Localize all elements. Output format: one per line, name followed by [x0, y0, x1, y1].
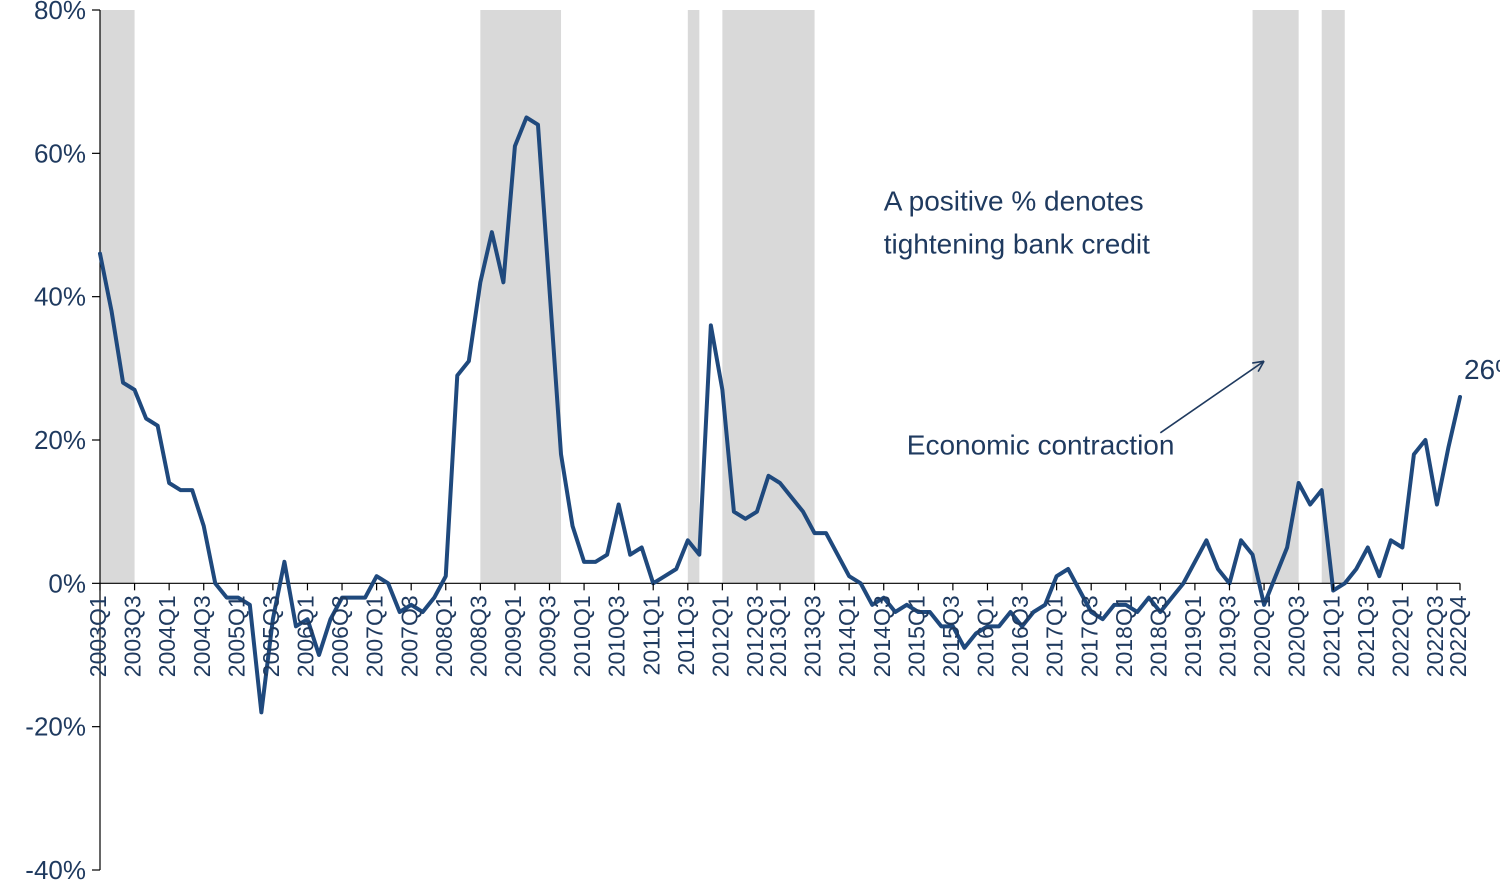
- recession-band: [722, 10, 814, 583]
- x-tick-label: 2019Q3: [1215, 595, 1241, 677]
- x-tick-label: 2017Q3: [1076, 595, 1102, 677]
- x-tick-label-group: 2020Q3: [1284, 595, 1310, 677]
- x-tick-label: 2011Q3: [673, 595, 699, 675]
- x-tick-label: 2004Q3: [189, 595, 215, 677]
- chart-container: -40% -20% 0% 20% 40% 60% 80% 2003Q1 2003Q3 2004Q1…: [0, 0, 1500, 890]
- x-tick-label-group: 2006Q3: [327, 595, 353, 677]
- x-tick-label: 2020Q3: [1284, 595, 1310, 677]
- x-tick-label: 2014Q1: [834, 595, 860, 677]
- y-tick-label: 0%: [48, 568, 86, 598]
- x-tick-label-group: 2010Q1: [569, 595, 595, 677]
- x-tick-label: 2003Q3: [120, 595, 146, 677]
- x-tick-label-group: 2020Q1: [1249, 595, 1275, 677]
- x-tick-label: 2008Q1: [431, 595, 457, 677]
- x-tick-label-group: 2009Q1: [500, 595, 526, 677]
- x-tick-label: 2006Q3: [327, 595, 353, 677]
- x-tick-label: 2013Q1: [765, 595, 791, 677]
- recession-band: [688, 10, 700, 583]
- x-tick-label: 2010Q1: [569, 595, 595, 677]
- x-tick-label: 2022Q1: [1387, 595, 1413, 677]
- annotation-line1: A positive % denotes: [884, 186, 1144, 217]
- recession-band: [100, 10, 135, 583]
- x-tick-label-group: 2004Q1: [154, 595, 180, 677]
- x-tick-label-group: 2010Q3: [604, 595, 630, 677]
- y-tick-label: 60%: [34, 138, 86, 168]
- x-tick-label: 2004Q1: [154, 595, 180, 677]
- x-tick-label-group: 2005Q3: [258, 595, 284, 677]
- x-tick-label: 2017Q1: [1042, 595, 1068, 677]
- x-tick-label: 2019Q1: [1180, 595, 1206, 677]
- x-tick-label-group: 2021Q3: [1353, 595, 1379, 677]
- y-tick-label: -40%: [25, 855, 86, 885]
- x-tick-label-group: 2017Q3: [1076, 595, 1102, 677]
- x-tick-label-group: 2016Q3: [1007, 595, 1033, 677]
- x-tick-label-group: 2022Q1: [1387, 595, 1413, 677]
- annotation-contraction-label: Economic contraction: [907, 429, 1175, 460]
- x-tick-label-group: 2007Q1: [362, 595, 388, 677]
- annotation-arrow-shaft: [1160, 361, 1264, 433]
- x-tick-label: 2016Q1: [973, 595, 999, 677]
- y-tick-label: 80%: [34, 0, 86, 25]
- x-tick-label-group: 2015Q1: [903, 595, 929, 677]
- x-tick-label-group: 2018Q1: [1111, 595, 1137, 677]
- annotation-line2: tightening bank credit: [884, 229, 1150, 260]
- x-tick-label: 2021Q3: [1353, 595, 1379, 677]
- x-tick-label: 2006Q1: [293, 595, 319, 677]
- x-tick-label: 2003Q1: [85, 595, 111, 677]
- x-tick-label: 2011Q1: [638, 595, 664, 675]
- x-tick-label: 2022Q4: [1445, 595, 1471, 677]
- x-tick-label-group: 2011Q3: [673, 595, 699, 675]
- x-tick-label: 2005Q1: [223, 595, 249, 677]
- recession-band: [1322, 10, 1345, 583]
- x-tick-label: 2014Q3: [869, 595, 895, 677]
- chart-svg: -40% -20% 0% 20% 40% 60% 80% 2003Q1 2003Q3 2004Q1…: [0, 0, 1500, 890]
- y-tick-label: 40%: [34, 282, 86, 312]
- x-tick-label: 2009Q3: [535, 595, 561, 677]
- x-tick-label-group: 2019Q1: [1180, 595, 1206, 677]
- x-tick-label: 2016Q3: [1007, 595, 1033, 677]
- x-tick-label-group: 2017Q1: [1042, 595, 1068, 677]
- x-tick-label-group: 2013Q3: [800, 595, 826, 677]
- x-tick-label: 2015Q1: [903, 595, 929, 677]
- x-tick-label-group: 2012Q1: [707, 595, 733, 677]
- x-tick-label-group: 2018Q3: [1145, 595, 1171, 677]
- x-tick-label: 2012Q1: [707, 595, 733, 677]
- x-tick-label: 2020Q1: [1249, 595, 1275, 677]
- x-tick-label: 2007Q3: [396, 595, 422, 677]
- x-tick-label-group: 2007Q3: [396, 595, 422, 677]
- x-tick-label-group: 2022Q4: [1445, 595, 1471, 677]
- x-tick-label: 2018Q3: [1145, 595, 1171, 677]
- y-tick-label: -20%: [25, 712, 86, 742]
- x-tick-label-group: 2003Q1: [85, 595, 111, 677]
- x-tick-label-group: 2021Q1: [1318, 595, 1344, 677]
- x-tick-label: 2010Q3: [604, 595, 630, 677]
- x-tick-label: 2015Q3: [938, 595, 964, 677]
- x-tick-label: 2018Q1: [1111, 595, 1137, 677]
- x-tick-label-group: 2004Q3: [189, 595, 215, 677]
- x-tick-label-group: 2003Q3: [120, 595, 146, 677]
- x-tick-label-group: 2011Q1: [638, 595, 664, 675]
- x-tick-label: 2009Q1: [500, 595, 526, 677]
- x-tick-label-group: 2006Q1: [293, 595, 319, 677]
- x-tick-label-group: 2016Q1: [973, 595, 999, 677]
- series-end-label: 26%: [1464, 354, 1500, 385]
- x-tick-label-group: 2013Q1: [765, 595, 791, 677]
- y-tick-label: 20%: [34, 425, 86, 455]
- x-tick-label-group: 2005Q1: [223, 595, 249, 677]
- recession-band: [1253, 10, 1299, 583]
- x-tick-label-group: 2019Q3: [1215, 595, 1241, 677]
- x-tick-label-group: 2014Q3: [869, 595, 895, 677]
- x-tick-label-group: 2015Q3: [938, 595, 964, 677]
- x-tick-label: 2013Q3: [800, 595, 826, 677]
- x-tick-label-group: 2009Q3: [535, 595, 561, 677]
- x-tick-label: 2007Q1: [362, 595, 388, 677]
- x-tick-label-group: 2008Q1: [431, 595, 457, 677]
- x-tick-label: 2008Q3: [465, 595, 491, 677]
- x-tick-label-group: 2008Q3: [465, 595, 491, 677]
- x-tick-label-group: 2014Q1: [834, 595, 860, 677]
- x-tick-label: 2005Q3: [258, 595, 284, 677]
- x-tick-label: 2021Q1: [1318, 595, 1344, 677]
